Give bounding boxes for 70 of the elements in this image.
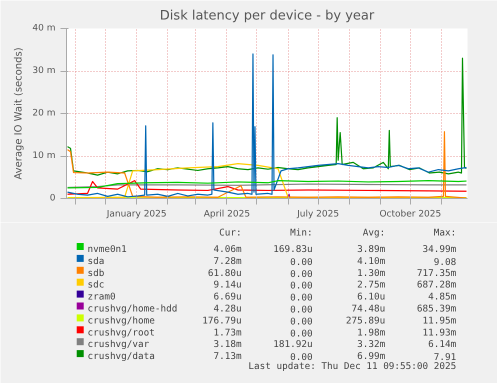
text: 4.06m xyxy=(214,244,242,255)
line-series xyxy=(66,180,468,195)
text: 6.10u xyxy=(357,292,386,303)
text: 0.00 xyxy=(290,292,313,304)
line-series xyxy=(66,180,468,188)
text: 1.73m xyxy=(214,327,242,338)
text: 0.00 xyxy=(290,304,313,316)
legend-label: crushvg/var xyxy=(87,339,150,350)
text: 717.35m xyxy=(416,268,457,279)
text: 0.00 xyxy=(290,328,313,340)
line-series xyxy=(66,163,411,198)
text: 1.30m xyxy=(357,268,386,279)
text: 685.39m xyxy=(416,304,457,314)
x-tick-label: April 2025 xyxy=(204,210,250,220)
legend-label: zram0 xyxy=(87,292,116,303)
text: 176.79u xyxy=(202,315,242,326)
legend-label: crushvg/home xyxy=(87,315,156,326)
y-tick-label: 30 m xyxy=(32,66,56,76)
legend-label: crushvg/root xyxy=(87,327,155,338)
legend-label: crushvg/home-hdd xyxy=(87,304,178,314)
legend-label: sdc xyxy=(87,280,104,291)
text: 6.99m xyxy=(357,351,386,362)
text: Min: xyxy=(290,228,313,238)
legend-label: nvme0n1 xyxy=(87,244,127,255)
legend-label: sdb xyxy=(87,268,105,279)
text: 34.99m xyxy=(422,244,457,255)
y-tick-label: 0 xyxy=(50,194,56,204)
text: 7.28m xyxy=(214,256,242,267)
x-tick-label: July 2025 xyxy=(296,210,340,220)
text: 169.83u xyxy=(273,244,313,255)
text: Max: xyxy=(434,228,456,238)
chart-title: Disk latency per device - by year xyxy=(160,8,375,24)
text: 9.08 xyxy=(434,256,457,268)
y-axis-title: Average IO Wait (seconds) xyxy=(13,47,24,180)
y-tick-label: 10 m xyxy=(32,151,56,161)
text: 3.32m xyxy=(357,339,386,350)
legend-label: sda xyxy=(87,256,104,267)
text: 0.00 xyxy=(290,268,313,280)
x-tick-label: October 2025 xyxy=(379,210,442,220)
y-tick-label: 40 m xyxy=(32,24,56,34)
text: 0.00 xyxy=(290,352,313,364)
text: 4.28u xyxy=(214,304,242,314)
text: 687.28m xyxy=(416,280,457,291)
text: 0.00 xyxy=(290,316,313,328)
text: 181.92u xyxy=(273,339,313,350)
text: 11.95m xyxy=(422,315,457,326)
text: 9.14u xyxy=(214,280,242,291)
text: 0.00 xyxy=(290,256,313,268)
text: 0.00 xyxy=(290,280,313,292)
text: 7.13m xyxy=(214,351,242,362)
text: 3.89m xyxy=(357,244,386,255)
text: 1.98m xyxy=(357,327,386,338)
line-series xyxy=(66,58,468,176)
text: 11.93m xyxy=(422,327,457,338)
text: 7.91 xyxy=(434,352,456,364)
text: Avg: xyxy=(362,228,386,238)
text: Cur: xyxy=(219,228,242,238)
text: 2.75m xyxy=(357,280,386,291)
text: 74.48u xyxy=(352,304,386,314)
x-tick-label: January 2025 xyxy=(106,210,167,220)
text: Last update: Thu Dec 11 09:55:00 2025 xyxy=(248,361,456,372)
text: 3.18m xyxy=(214,339,242,350)
y-tick-label: 20 m xyxy=(32,108,56,118)
text: 6.14m xyxy=(428,339,457,350)
legend-label: crushvg/data xyxy=(87,351,155,362)
text: 4.85m xyxy=(428,292,457,303)
text: 4.10m xyxy=(357,256,386,267)
text: 61.80u xyxy=(208,268,242,279)
text: 6.69u xyxy=(214,292,242,303)
text: 275.89u xyxy=(346,315,386,326)
